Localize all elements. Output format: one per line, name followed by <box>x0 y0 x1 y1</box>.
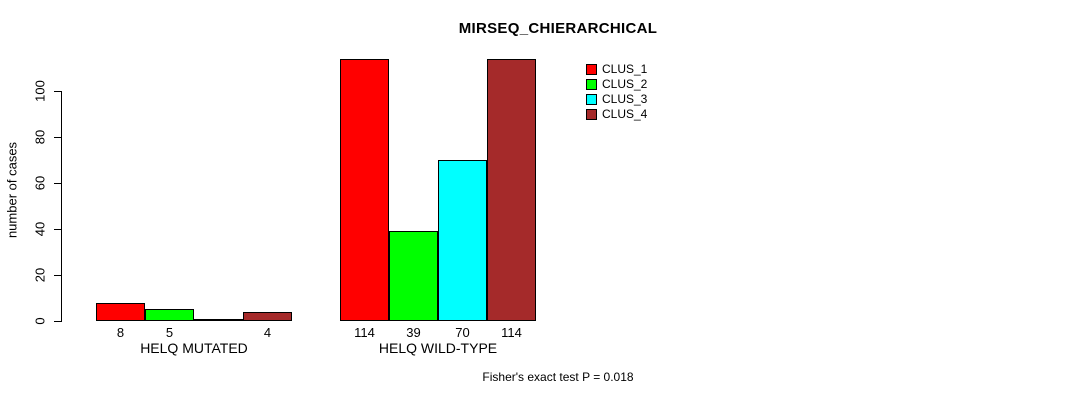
bar-value-label: 8 <box>116 325 125 340</box>
bar <box>145 309 194 321</box>
legend-swatch <box>586 109 597 120</box>
x-category-label: HELQ MUTATED <box>140 340 248 356</box>
bar-value-label: 70 <box>455 325 470 340</box>
legend-label: CLUS_4 <box>602 107 648 121</box>
bar <box>340 59 389 321</box>
y-tick-label: 40 <box>32 221 48 237</box>
bar-value-label: 4 <box>263 325 272 340</box>
bar <box>96 303 145 321</box>
legend: CLUS_1 CLUS_2 CLUS_3 CLUS_4 <box>586 62 648 124</box>
bar <box>389 231 438 321</box>
annotation-text: Fisher's exact test P = 0.018 <box>482 370 634 384</box>
y-tick-label: 80 <box>32 129 48 145</box>
legend-swatch <box>586 79 597 90</box>
y-tick <box>54 229 61 230</box>
y-tick <box>54 321 61 322</box>
legend-swatch <box>586 64 597 75</box>
y-tick <box>54 91 61 92</box>
legend-item: CLUS_4 <box>586 107 648 121</box>
y-tick-label: 100 <box>32 80 48 102</box>
legend-label: CLUS_2 <box>602 77 648 91</box>
bar-value-label: 5 <box>165 325 174 340</box>
chart-title: MIRSEQ_CHIERARCHICAL <box>458 20 658 37</box>
legend-label: CLUS_1 <box>602 62 648 76</box>
bar <box>243 312 292 321</box>
legend-swatch <box>586 94 597 105</box>
y-tick <box>54 275 61 276</box>
bar <box>487 59 536 321</box>
legend-item: CLUS_1 <box>586 62 648 76</box>
y-tick-label: 0 <box>32 317 48 325</box>
y-tick <box>54 183 61 184</box>
y-axis-line <box>61 91 62 322</box>
bar <box>438 160 487 321</box>
bar-value-label: 114 <box>501 325 522 340</box>
x-category-label: HELQ WILD-TYPE <box>378 340 498 356</box>
y-tick-label: 20 <box>32 267 48 283</box>
legend-label: CLUS_3 <box>602 92 648 106</box>
y-tick-label: 60 <box>32 175 48 191</box>
legend-item: CLUS_2 <box>586 77 648 91</box>
bar <box>194 319 243 321</box>
bar-value-label: 114 <box>354 325 375 340</box>
bar-value-label: 39 <box>406 325 421 340</box>
legend-item: CLUS_3 <box>586 92 648 106</box>
y-tick <box>54 137 61 138</box>
